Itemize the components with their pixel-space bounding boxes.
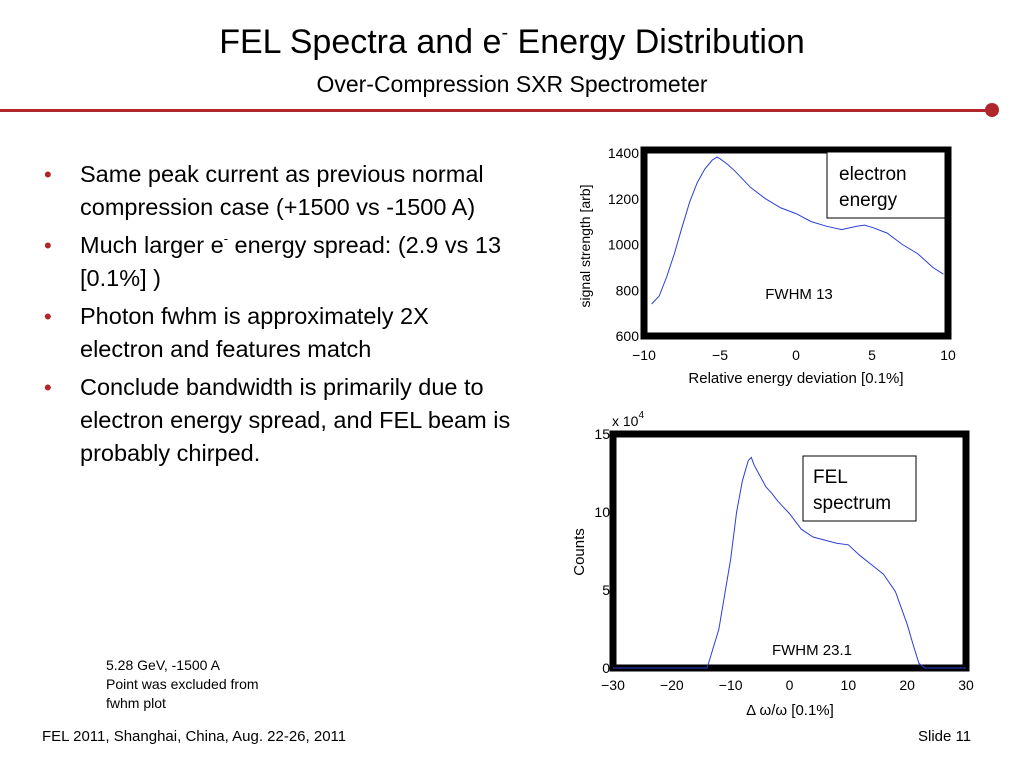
y-axis-label: signal strength [arb] (577, 185, 593, 308)
x-tick-label: 20 (899, 677, 915, 693)
page-subtitle: Over-Compression SXR Spectrometer (316, 71, 708, 97)
title-superscript: - (501, 22, 509, 44)
y-multiplier-exponent: 4 (638, 410, 644, 421)
y-tick-label: 5 (602, 582, 610, 598)
x-tick-label: 10 (841, 677, 857, 693)
legend-line: energy (839, 190, 898, 211)
x-tick-label: −5 (712, 347, 728, 363)
y-tick-label: 15 (594, 426, 610, 442)
fwhm-annotation: FWHM 23.1 (772, 642, 852, 659)
footnote-line: fwhm plot (106, 695, 166, 711)
legend-line: FEL (813, 467, 848, 488)
title-part-a: FEL Spectra and e (219, 23, 502, 61)
bullet-item: • Conclude bandwidth is primarily due to … (42, 371, 512, 470)
x-tick-label: −10 (719, 677, 743, 693)
footnote: 5.28 GeV, -1500 A Point was excluded fro… (106, 656, 259, 713)
axis-ticks: −30 −20 −10 0 10 20 30 0 5 10 15 (594, 426, 974, 693)
y-tick-label: 600 (616, 328, 640, 344)
x-tick-label: 5 (868, 347, 876, 363)
legend-box (802, 455, 917, 522)
bullet-marker: • (44, 162, 52, 187)
x-tick-label: 0 (786, 677, 794, 693)
x-axis-label: Δ ω/ω [0.1%] (746, 702, 834, 719)
footnote-line: Point was excluded from (106, 676, 259, 692)
bullet-item: • Same peak current as previous normal co… (42, 158, 512, 224)
axis-ticks: −10 −5 0 5 10 600 800 1000 1200 1400 (608, 145, 956, 363)
electron-energy-chart: −10 −5 0 5 10 600 800 1000 1200 1400 electron ene… (577, 145, 956, 387)
bullet-list: • Same peak current as previous normal co… (42, 158, 512, 475)
page-title: FEL Spectra and e- Energy Distribution (0, 22, 1024, 62)
bullet-marker: • (44, 375, 52, 400)
bullet-item: • Much larger e- energy spread: (2.9 vs 1… (42, 229, 512, 295)
bullet-text: Conclude bandwidth is primarily due to e… (80, 374, 511, 466)
legend-box (826, 151, 946, 219)
footnote-line: 5.28 GeV, -1500 A (106, 657, 220, 673)
series-line (613, 456, 966, 669)
y-tick-label: 10 (594, 504, 610, 520)
y-tick-label: 0 (602, 660, 610, 676)
bullet-text-a: Much larger e (80, 232, 224, 258)
x-axis-label: Relative energy deviation [0.1%] (688, 370, 903, 387)
x-tick-label: 30 (958, 677, 974, 693)
y-tick-label: 1200 (608, 191, 639, 207)
x-tick-label: −10 (632, 347, 656, 363)
y-multiplier-base: x 10 (612, 413, 639, 429)
y-tick-label: 800 (616, 282, 640, 298)
x-tick-label: 10 (940, 347, 956, 363)
slide-number: Slide 11 (918, 728, 972, 745)
fel-spectrum-chart: −30 −20 −10 0 10 20 30 0 5 10 15 x 104 FEL spectru… (571, 410, 974, 719)
title-part-b: Energy Distribution (508, 23, 805, 61)
legend-line: spectrum (813, 493, 891, 514)
y-multiplier: x 104 (612, 410, 644, 429)
x-tick-label: −20 (660, 677, 684, 693)
y-tick-label: 1400 (608, 145, 639, 161)
series-line (651, 156, 944, 305)
x-tick-label: 0 (792, 347, 800, 363)
bullet-text: Same peak current as previous normal com… (80, 161, 484, 220)
fwhm-annotation: FWHM 13 (765, 286, 833, 303)
bullet-superscript: - (223, 231, 229, 246)
bullet-marker: • (44, 304, 52, 329)
title-divider (0, 109, 990, 112)
bullet-item: • Photon fwhm is approximately 2X electro… (42, 300, 512, 366)
y-tick-label: 1000 (608, 237, 639, 253)
legend-line: electron (839, 164, 907, 185)
x-tick-label: −30 (601, 677, 625, 693)
bullet-text: Photon fwhm is approximately 2X electron… (80, 303, 429, 362)
y-axis-label: Counts (571, 528, 588, 576)
footer-conference: FEL 2011, Shanghai, China, Aug. 22-26, 2… (42, 728, 347, 745)
bullet-marker: • (44, 233, 52, 258)
bullet-text-b: energy spread: (2.9 vs 13 [0.1%] ) (80, 232, 502, 291)
divider-end-dot (985, 103, 999, 117)
